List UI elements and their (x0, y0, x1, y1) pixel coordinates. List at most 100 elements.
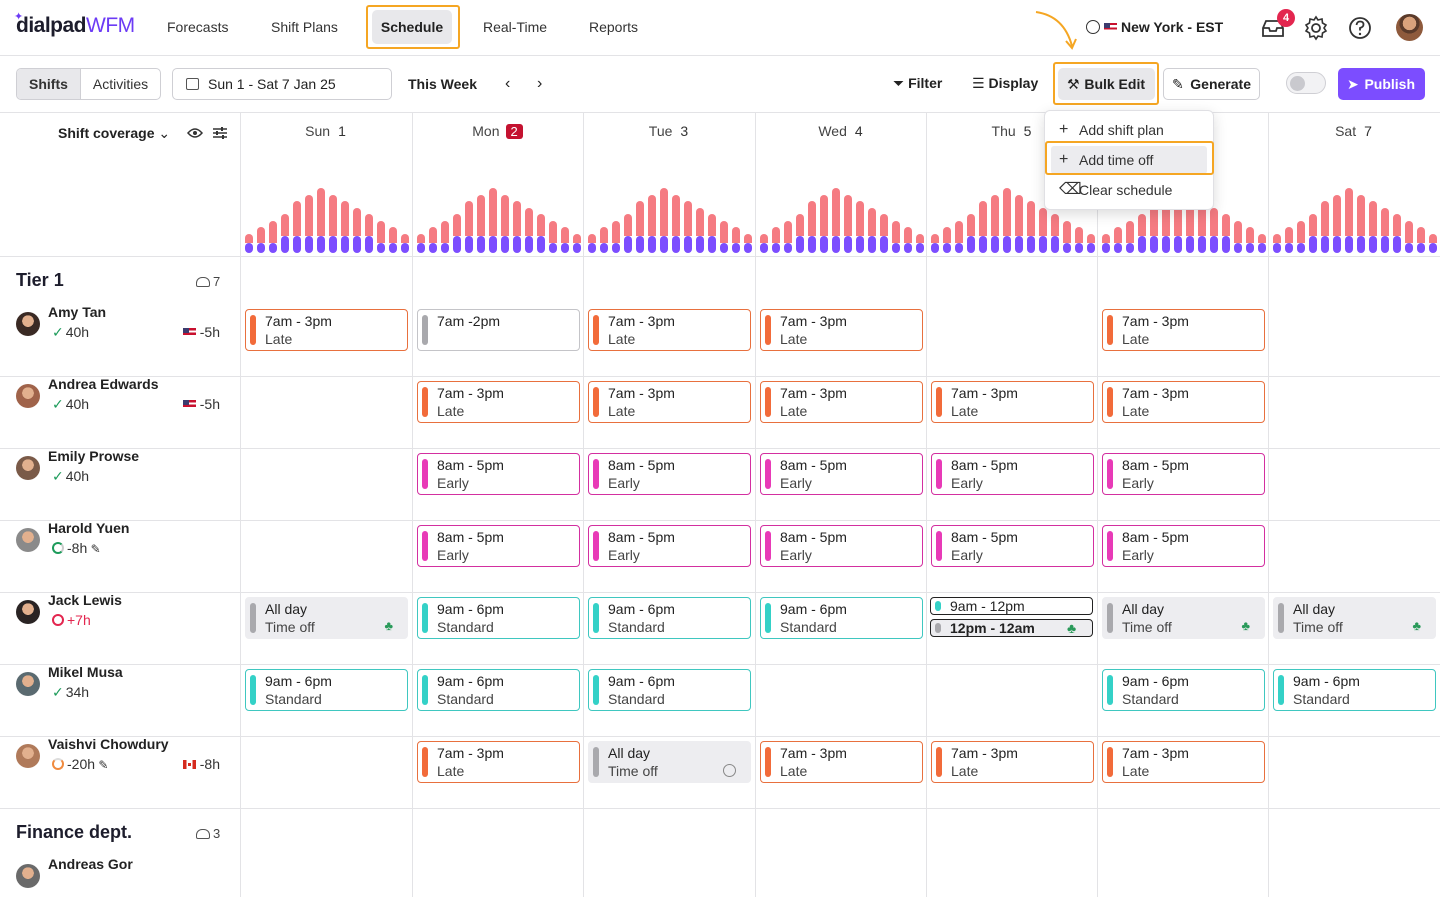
sliders-icon: ☰ (972, 75, 985, 91)
coverage-bar-required (401, 233, 409, 243)
shift-block[interactable]: 7am - 3pm Late (1102, 741, 1265, 783)
shift-block[interactable]: 8am - 5pm Early (417, 525, 580, 567)
shift-block[interactable]: 9am - 6pm Standard (417, 669, 580, 711)
coverage-bar-required (441, 220, 449, 243)
timezone-selector[interactable]: New York - EST (1086, 19, 1223, 35)
filter-button[interactable]: ⏷ Filter (893, 75, 942, 92)
nav-shift-plans[interactable]: Shift Plans (271, 19, 338, 35)
menu-clear-schedule[interactable]: ⌫ Clear schedule (1045, 176, 1215, 204)
publish-button[interactable]: ➤ Publish (1338, 68, 1425, 100)
shift-block[interactable]: 7am - 3pm Late (931, 381, 1094, 423)
tab-shifts[interactable]: Shifts (17, 69, 81, 99)
shift-block[interactable]: 8am - 5pm Early (588, 525, 751, 567)
chevron-right-icon[interactable]: › (537, 75, 543, 92)
employee-row-header[interactable]: Jack Lewis +7h (0, 574, 240, 646)
coverage-bar-scheduled (991, 236, 999, 253)
shift-block[interactable]: 9am - 6pm Standard (760, 597, 923, 639)
shift-block[interactable]: 8am - 5pm Early (931, 525, 1094, 567)
shift-block[interactable]: 8am - 5pm Early (588, 453, 751, 495)
eye-icon[interactable] (187, 127, 203, 139)
employee-row-header[interactable]: Andreas Gor (0, 838, 240, 897)
nav-real-time[interactable]: Real-Time (483, 19, 548, 35)
day-number: 4 (854, 123, 863, 139)
coverage-bar-required (1234, 220, 1242, 243)
shift-block[interactable]: 9am - 6pm Standard (588, 669, 751, 711)
shift-block[interactable]: 8am - 5pm Early (1102, 453, 1265, 495)
user-avatar[interactable] (1396, 14, 1423, 41)
shift-block[interactable]: 9am - 6pm Standard (1273, 669, 1436, 711)
date-range-picker[interactable]: Sun 1 - Sat 7 Jan 25 (172, 68, 392, 100)
nav-schedule[interactable]: Schedule (372, 10, 452, 44)
shift-block[interactable]: 7am - 3pm Late (588, 381, 751, 423)
help-icon[interactable] (1347, 15, 1373, 41)
shift-time: 7am - 3pm (1122, 385, 1189, 401)
shift-block[interactable]: 8am - 5pm Early (760, 525, 923, 567)
tab-activities[interactable]: Activities (92, 76, 149, 92)
shift-block[interactable]: 8am - 5pm Early (760, 453, 923, 495)
shift-block[interactable]: 7am - 3pm Late (1102, 309, 1265, 351)
employee-row-header[interactable]: Harold Yuen -8h ✎ (0, 502, 240, 574)
shift-time: 8am - 5pm (780, 457, 847, 473)
employee-row-header[interactable]: Mikel Musa ✓ 34h (0, 646, 240, 718)
nav-forecasts[interactable]: Forecasts (167, 19, 229, 35)
coverage-bar-required (772, 227, 780, 243)
employee-row-header[interactable]: Emily Prowse ✓ 40h (0, 430, 240, 502)
menu-add-shift-plan[interactable]: + Add shift plan (1045, 116, 1215, 144)
chevron-left-icon[interactable]: ‹ (505, 75, 511, 92)
shift-block[interactable]: 9am - 6pm Standard (1102, 669, 1265, 711)
shift-coverage-dropdown[interactable]: Shift coverage ⌄ (58, 125, 170, 142)
time-off-block[interactable]: All day Time off ♣ (245, 597, 408, 639)
time-off-block[interactable]: All day Time off (588, 741, 751, 783)
this-week-button[interactable]: This Week (408, 76, 477, 92)
display-button[interactable]: ☰ Display (972, 75, 1038, 92)
shift-block[interactable]: 7am - 3pm Late (931, 741, 1094, 783)
gear-icon[interactable] (1303, 15, 1329, 41)
magic-wand-icon: ✎ (1172, 76, 1184, 92)
count-value: 3 (213, 826, 221, 841)
shift-block[interactable]: 7am - 3pm Late (417, 381, 580, 423)
shift-block[interactable]: 7am - 3pm Late (760, 309, 923, 351)
app-logo[interactable]: ✦ dialpadWFM (14, 11, 135, 38)
menu-add-time-off[interactable]: + Add time off (1051, 146, 1207, 174)
count-value: 7 (213, 274, 221, 289)
coverage-bar-scheduled (1222, 236, 1230, 253)
shift-block[interactable]: 7am -2pm (417, 309, 580, 351)
sliders-icon[interactable] (212, 126, 228, 140)
shift-time: All day (265, 601, 308, 617)
shift-block[interactable]: 7am - 3pm Late (1102, 381, 1265, 423)
generate-button[interactable]: ✎ Generate (1163, 68, 1260, 100)
shift-type: Late (1122, 763, 1150, 779)
shift-type: Late (951, 403, 979, 419)
shift-block[interactable]: 9am - 6pm Standard (417, 597, 580, 639)
employee-row-header[interactable]: Andrea Edwards ✓ 40h -5h (0, 358, 240, 430)
bulk-edit-button[interactable]: ⚒ Bulk Edit (1058, 68, 1155, 100)
coverage-bar-scheduled (588, 243, 596, 253)
shift-block[interactable]: 8am - 5pm Early (931, 453, 1094, 495)
inbox-icon[interactable] (1260, 15, 1286, 41)
shift-block[interactable]: 9am - 6pm Standard (245, 669, 408, 711)
shift-block[interactable]: 9am - 6pm Standard (588, 597, 751, 639)
shift-block-partial[interactable]: 9am - 12pm (930, 597, 1093, 615)
nav-reports[interactable]: Reports (589, 19, 639, 35)
shift-block[interactable]: 7am - 3pm Late (760, 381, 923, 423)
coverage-bar-required (1210, 207, 1218, 236)
coverage-bar-scheduled (732, 243, 740, 253)
employee-row-header[interactable]: Amy Tan ✓ 40h -5h (0, 286, 240, 358)
shift-block[interactable]: 8am - 5pm Early (1102, 525, 1265, 567)
shift-block[interactable]: 7am - 3pm Late (417, 741, 580, 783)
shift-block[interactable]: 7am - 3pm Late (245, 309, 408, 351)
time-off-partial[interactable]: 12pm - 12am ♣ (930, 619, 1093, 637)
employee-name: Amy Tan (48, 304, 107, 320)
employee-row-header[interactable]: Vaishvi Chowdury -20h ✎ -8h (0, 718, 240, 790)
shift-block[interactable]: 7am - 3pm Late (760, 741, 923, 783)
coverage-bar-scheduled (600, 243, 608, 253)
shift-time: 8am - 5pm (780, 529, 847, 545)
coverage-bar-required (600, 227, 608, 243)
shift-block[interactable]: 7am - 3pm Late (588, 309, 751, 351)
time-off-block[interactable]: All day Time off ♣ (1102, 597, 1265, 639)
time-off-block[interactable]: All day Time off ♣ (1273, 597, 1436, 639)
employee-name: Andreas Gor (48, 856, 133, 872)
notification-badge: 4 (1277, 9, 1295, 27)
shift-block[interactable]: 8am - 5pm Early (417, 453, 580, 495)
publish-toggle[interactable] (1286, 72, 1326, 94)
